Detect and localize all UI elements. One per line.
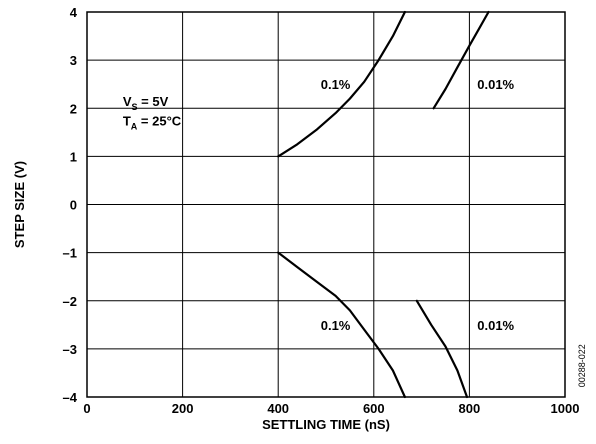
ta-symbol: T — [123, 113, 131, 128]
x-tick-label: 400 — [267, 401, 289, 416]
y-tick-labels: 4 3 2 1 0 –1 –2 –3 –4 — [63, 5, 78, 405]
y-tick-label: 2 — [70, 101, 77, 116]
series-label-0: 0.1% — [321, 77, 351, 92]
y-tick-label: 1 — [70, 149, 77, 164]
ambient-temperature-annotation: TA = 25°C — [123, 113, 182, 131]
y-tick-label: 4 — [70, 5, 78, 20]
x-tick-label: 600 — [363, 401, 385, 416]
vs-symbol: V — [123, 94, 132, 109]
series-label-3: 0.01% — [477, 318, 514, 333]
x-tick-label: 800 — [459, 401, 481, 416]
ta-value: = 25°C — [137, 113, 181, 128]
y-tick-label: –3 — [63, 342, 77, 357]
supply-voltage-annotation: VS = 5V — [123, 94, 169, 112]
x-axis-title: SETTLING TIME (nS) — [262, 417, 390, 432]
y-tick-label: –4 — [63, 390, 78, 405]
y-tick-label: 3 — [70, 53, 77, 68]
y-axis-title: STEP SIZE (V) — [12, 161, 27, 248]
series-label-1: 0.01% — [477, 77, 514, 92]
x-tick-label: 200 — [172, 401, 194, 416]
conditions-annotation: VS = 5V TA = 25°C — [123, 94, 182, 131]
y-tick-label: –2 — [63, 294, 77, 309]
y-tick-label: –1 — [63, 246, 77, 261]
y-tick-label: 0 — [70, 198, 77, 213]
x-tick-label: 0 — [83, 401, 90, 416]
series-label-2: 0.1% — [321, 318, 351, 333]
x-tick-labels: 0 200 400 600 800 1000 — [83, 401, 579, 416]
vs-value: = 5V — [138, 94, 169, 109]
grid — [87, 12, 565, 397]
x-tick-label: 1000 — [551, 401, 580, 416]
figure-id: 00288-022 — [577, 344, 587, 387]
